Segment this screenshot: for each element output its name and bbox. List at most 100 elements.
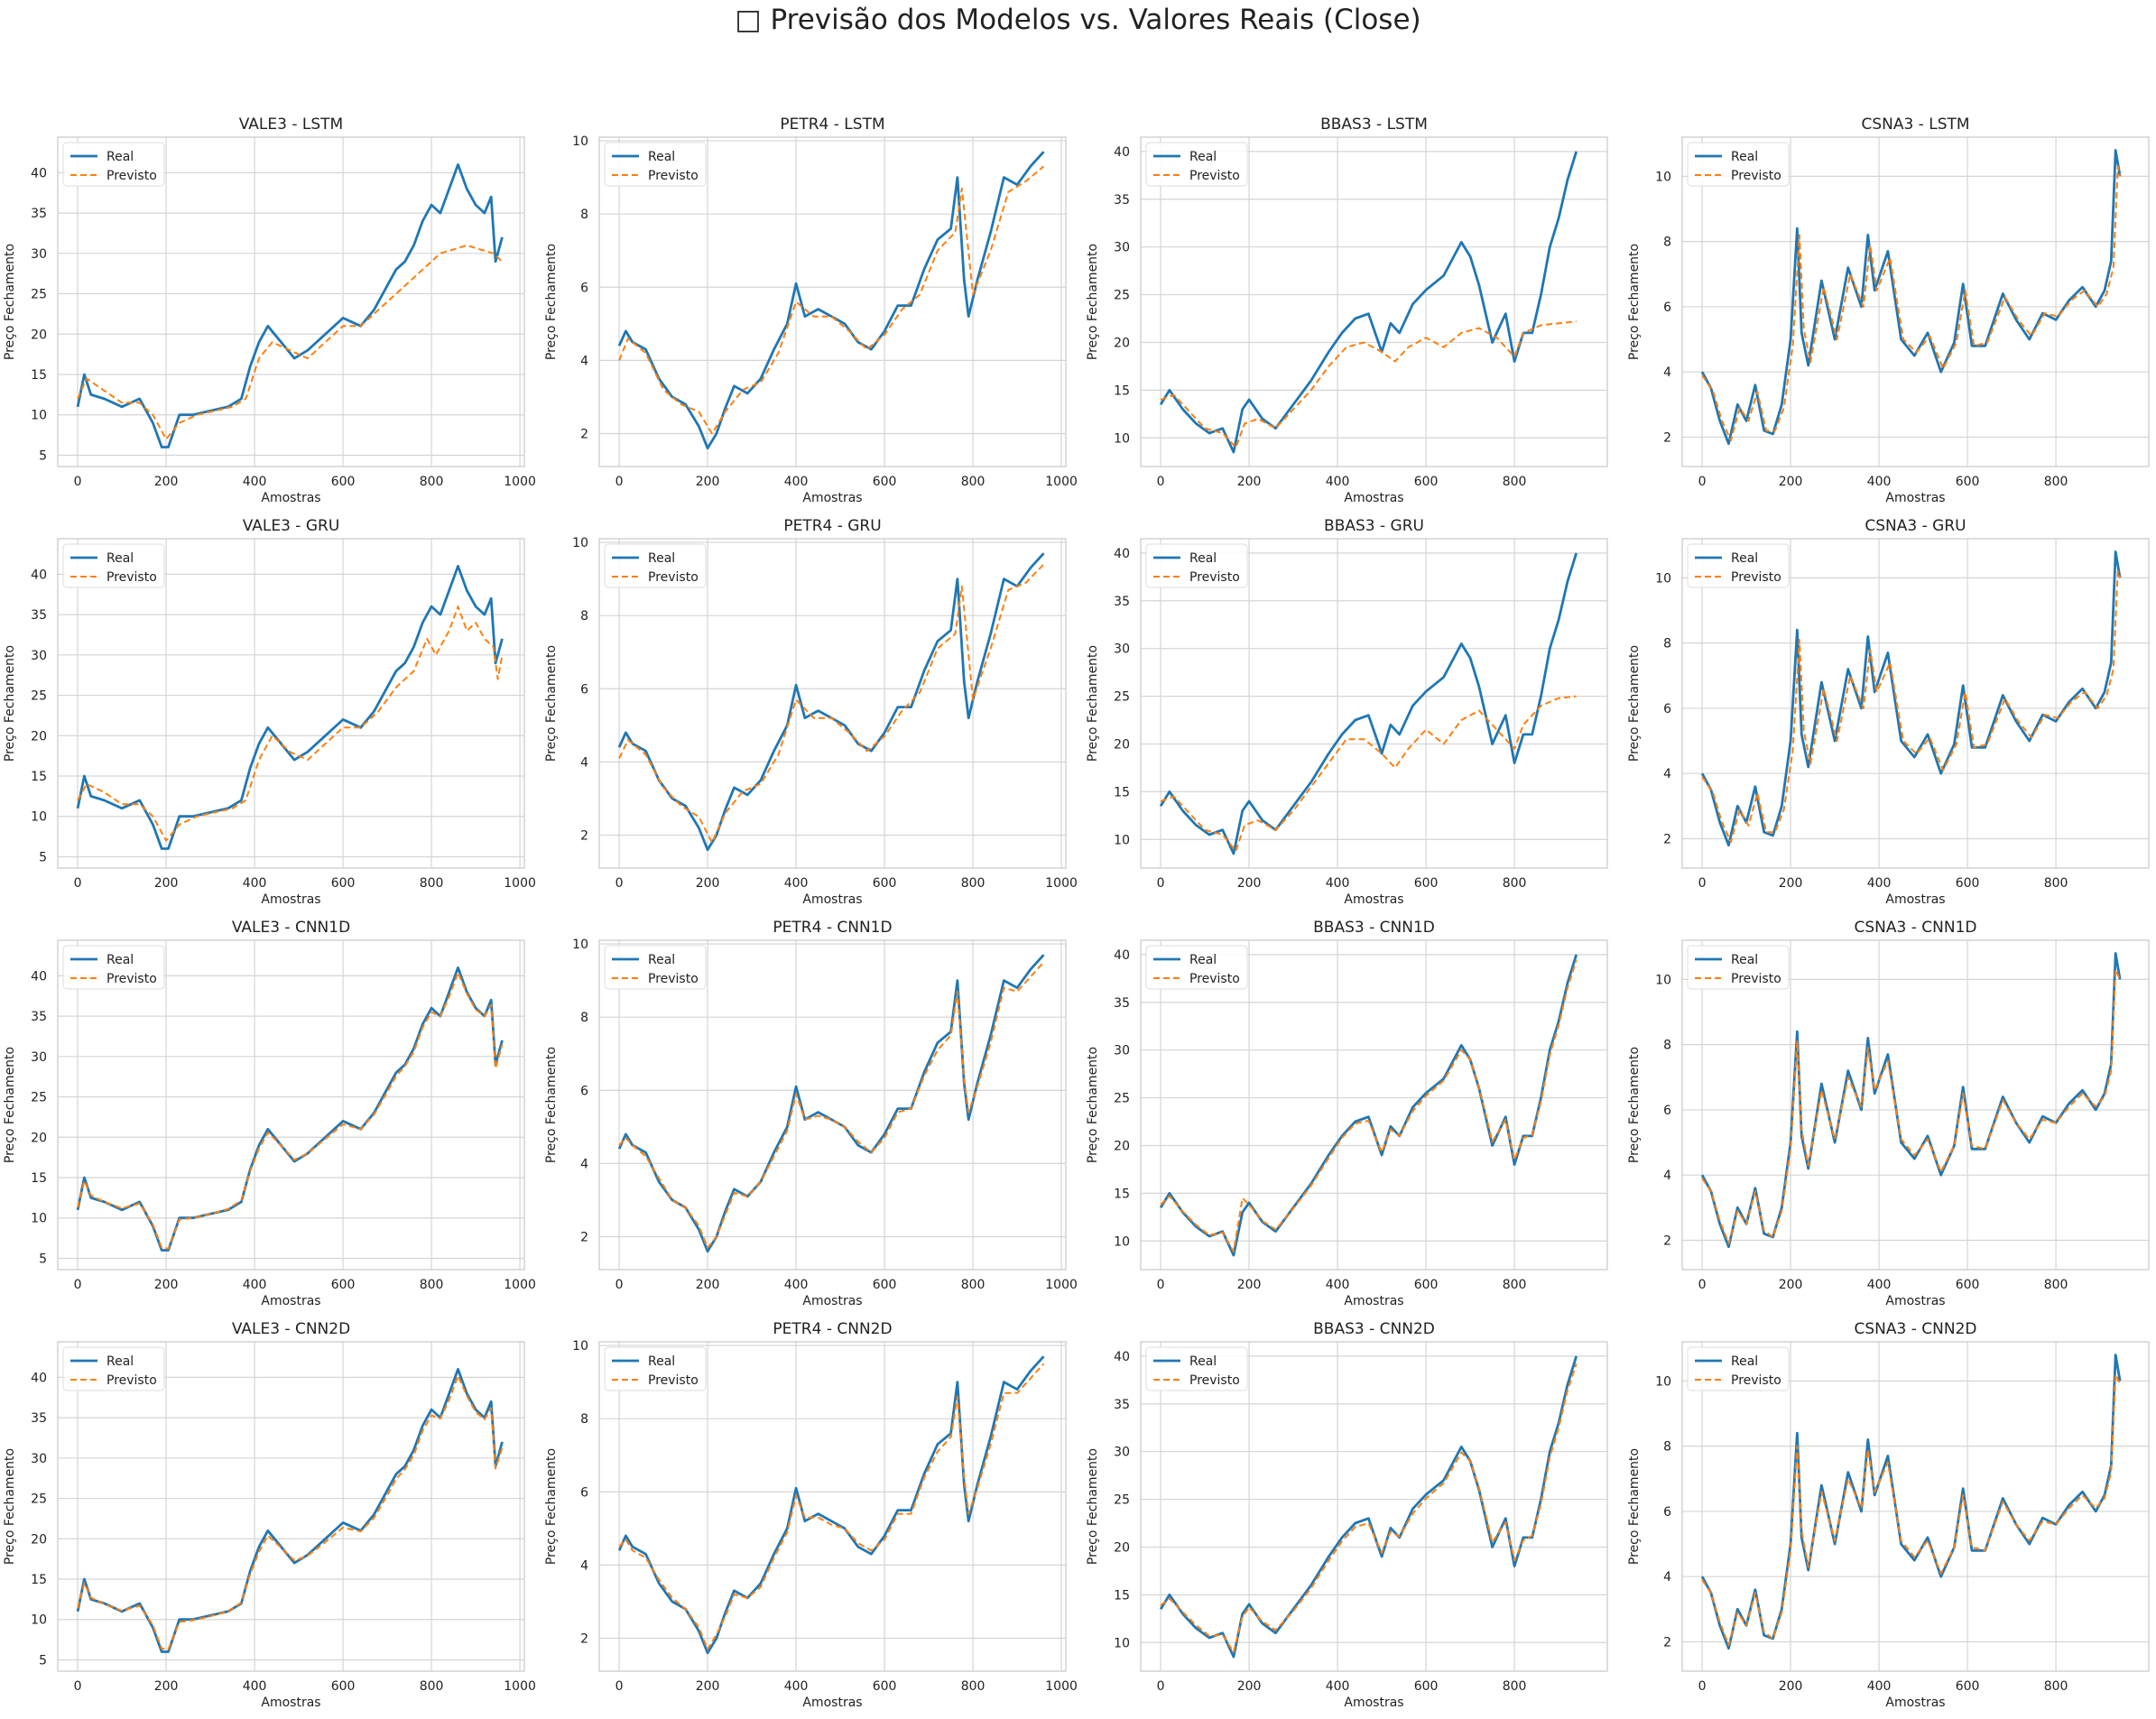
y-tick-label: 2 bbox=[1663, 430, 1671, 445]
y-tick-label: 35 bbox=[1114, 193, 1130, 208]
legend-label-real: Real bbox=[1189, 1354, 1217, 1369]
legend-box bbox=[1687, 945, 1790, 990]
x-tick-label: 400 bbox=[243, 475, 267, 489]
y-tick-label: 35 bbox=[31, 1010, 47, 1024]
y-tick-label: 40 bbox=[1114, 547, 1130, 561]
x-axis-label: Amostras bbox=[261, 491, 320, 505]
y-tick-label: 15 bbox=[31, 1573, 47, 1587]
x-tick-label: 800 bbox=[420, 1278, 444, 1292]
series-line-previsto bbox=[1701, 1373, 2122, 1647]
x-tick-label: 200 bbox=[696, 1278, 720, 1292]
y-tick-label: 10 bbox=[1114, 833, 1130, 847]
x-tick-label: 200 bbox=[154, 475, 179, 489]
axes-frame bbox=[1681, 136, 2150, 467]
y-tick-label: 6 bbox=[1663, 1505, 1671, 1520]
series-line-previsto bbox=[618, 961, 1045, 1249]
legend-label-real: Real bbox=[1189, 551, 1217, 566]
axes-frame bbox=[57, 1341, 525, 1672]
x-tick-label: 1000 bbox=[1045, 876, 1078, 891]
x-axis-label: Amostras bbox=[802, 892, 862, 907]
subplot-title: VALE3 - CNN1D bbox=[232, 919, 350, 937]
x-tick-label: 200 bbox=[1237, 1278, 1262, 1292]
y-axis-label: Preço Fechamento bbox=[1086, 244, 1100, 360]
series-line-previsto bbox=[1160, 695, 1577, 852]
series-line-previsto bbox=[618, 563, 1045, 844]
x-tick-label: 400 bbox=[1867, 1278, 1892, 1292]
x-tick-label: 200 bbox=[1779, 1278, 1803, 1292]
y-tick-label: 35 bbox=[1114, 1398, 1130, 1412]
y-tick-label: 10 bbox=[1114, 1636, 1130, 1650]
series-line-previsto bbox=[77, 605, 504, 842]
subplot: 0 200 400 600 800 1000 2 4 6 8 10 PETR4 - CNN1D Amos… bbox=[544, 919, 1078, 1308]
y-tick-label: 8 bbox=[1663, 1039, 1671, 1053]
y-tick-label: 6 bbox=[580, 1485, 588, 1500]
legend-label-previsto: Previsto bbox=[1731, 1373, 1781, 1388]
y-tick-label: 4 bbox=[580, 1157, 588, 1171]
y-tick-label: 25 bbox=[1114, 289, 1130, 303]
y-tick-label: 8 bbox=[580, 609, 588, 624]
x-tick-label: 400 bbox=[243, 1278, 267, 1292]
y-tick-label: 25 bbox=[1114, 1092, 1130, 1106]
y-tick-label: 20 bbox=[1114, 1139, 1130, 1153]
y-tick-label: 40 bbox=[31, 1371, 47, 1385]
y-axis-label: Preço Fechamento bbox=[1627, 1047, 1642, 1163]
x-tick-label: 600 bbox=[873, 1278, 897, 1292]
series-line-previsto bbox=[77, 244, 504, 440]
x-tick-label: 400 bbox=[1326, 1278, 1350, 1292]
legend-box bbox=[62, 945, 165, 990]
x-axis-label: Amostras bbox=[261, 1696, 320, 1710]
y-axis-label: Preço Fechamento bbox=[3, 1448, 17, 1565]
x-tick-label: 0 bbox=[1698, 1278, 1707, 1292]
y-tick-label: 35 bbox=[1114, 996, 1130, 1011]
y-tick-label: 6 bbox=[580, 682, 588, 697]
y-tick-label: 10 bbox=[1655, 170, 1671, 184]
y-tick-label: 40 bbox=[1114, 948, 1130, 963]
legend-label-real: Real bbox=[1189, 953, 1217, 967]
y-tick-label: 30 bbox=[31, 1050, 47, 1065]
series-line-previsto bbox=[1160, 1363, 1578, 1653]
series-line-previsto bbox=[618, 165, 1045, 435]
legend-label-real: Real bbox=[1731, 1354, 1758, 1369]
y-tick-label: 10 bbox=[1655, 1374, 1671, 1389]
subplot-title: PETR4 - GRU bbox=[783, 517, 881, 535]
y-axis-label: Preço Fechamento bbox=[544, 1448, 559, 1565]
legend-label-previsto: Previsto bbox=[648, 570, 699, 585]
legend-label-previsto: Previsto bbox=[106, 570, 157, 585]
x-axis-label: Amostras bbox=[802, 491, 862, 505]
x-tick-label: 800 bbox=[1503, 1278, 1527, 1292]
y-tick-label: 2 bbox=[1663, 1234, 1671, 1248]
x-tick-label: 200 bbox=[1237, 876, 1262, 891]
axes-frame bbox=[57, 136, 525, 467]
x-tick-label: 1000 bbox=[504, 1278, 536, 1292]
y-tick-label: 10 bbox=[31, 810, 47, 825]
y-tick-label: 30 bbox=[1114, 1044, 1130, 1058]
y-tick-label: 25 bbox=[31, 689, 47, 704]
y-tick-label: 6 bbox=[580, 1084, 588, 1098]
y-axis-label: Preço Fechamento bbox=[1627, 1448, 1642, 1565]
x-tick-label: 800 bbox=[1503, 876, 1527, 891]
x-tick-label: 800 bbox=[2044, 1278, 2068, 1292]
y-tick-label: 8 bbox=[580, 1011, 588, 1025]
axes-frame bbox=[1140, 136, 1608, 467]
x-tick-label: 1000 bbox=[1045, 1278, 1078, 1292]
x-tick-label: 800 bbox=[961, 876, 985, 891]
x-tick-label: 400 bbox=[784, 475, 809, 489]
subplot: 0 200 400 600 800 1000 2 4 6 8 10 PETR4 - LSTM Amost… bbox=[544, 116, 1078, 505]
series-line-real bbox=[617, 552, 1045, 852]
x-axis-label: Amostras bbox=[802, 1696, 862, 1710]
subplot: 0 200 400 600 800 2 4 6 8 10 CSNA3 - LSTM Amostras P… bbox=[1627, 116, 2150, 505]
axes-frame bbox=[598, 1341, 1067, 1672]
x-tick-label: 800 bbox=[420, 475, 444, 489]
subplot-title: CSNA3 - GRU bbox=[1865, 517, 1966, 535]
legend-label-real: Real bbox=[1731, 551, 1758, 566]
y-axis-label: Preço Fechamento bbox=[544, 244, 559, 360]
legend-box bbox=[1687, 142, 1790, 187]
x-tick-label: 0 bbox=[1698, 1679, 1707, 1694]
x-tick-label: 1000 bbox=[504, 876, 536, 891]
y-tick-label: 10 bbox=[572, 134, 588, 149]
y-tick-label: 20 bbox=[1114, 737, 1130, 752]
x-tick-label: 800 bbox=[961, 475, 985, 489]
y-tick-label: 5 bbox=[39, 448, 47, 463]
y-tick-label: 4 bbox=[1663, 365, 1671, 380]
x-tick-label: 400 bbox=[1326, 1679, 1350, 1694]
